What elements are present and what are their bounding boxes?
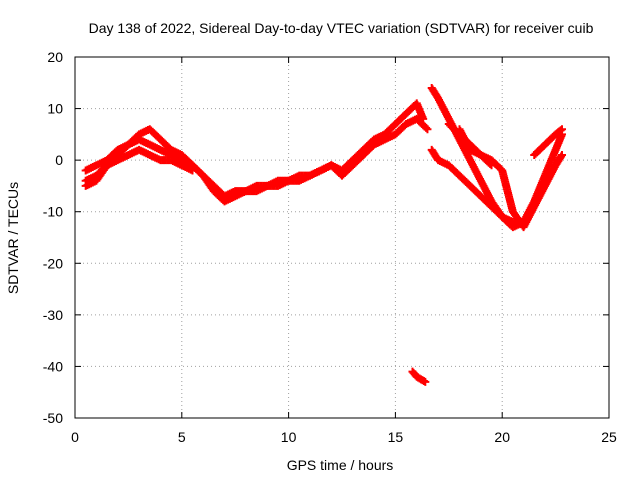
data-point xyxy=(188,166,197,175)
x-tick-label: 10 xyxy=(281,429,297,445)
series-trace-b xyxy=(81,114,432,206)
y-tick-label: -50 xyxy=(43,410,63,426)
data-point xyxy=(421,377,430,386)
x-tick-label: 0 xyxy=(71,429,79,445)
data-point xyxy=(558,125,567,134)
grid-lines xyxy=(75,57,609,418)
series-trace-g xyxy=(455,125,567,232)
y-tick-label: 20 xyxy=(47,49,63,65)
series-trace-c xyxy=(81,145,197,190)
y-tick-label: -30 xyxy=(43,307,63,323)
x-tick-label: 15 xyxy=(388,429,404,445)
series-trace-h xyxy=(530,125,567,159)
y-tick-label: -10 xyxy=(43,204,63,220)
data-point xyxy=(558,150,567,159)
y-tick-label: 0 xyxy=(55,152,63,168)
data-point xyxy=(556,126,565,135)
data-point xyxy=(422,123,431,132)
x-tick-label: 20 xyxy=(494,429,510,445)
y-axis-label: SDTVAR / TECUs xyxy=(5,182,21,294)
x-tick-label: 5 xyxy=(178,429,186,445)
y-tick-label: -40 xyxy=(43,358,63,374)
series-outlier xyxy=(408,367,430,386)
x-axis-label: GPS time / hours xyxy=(287,457,394,473)
plot-frame xyxy=(74,56,610,419)
chart-title: Day 138 of 2022, Sidereal Day-to-day VTE… xyxy=(89,20,594,36)
y-tick-label: -20 xyxy=(43,255,63,271)
y-axis: 20 10 0 -10 -20 -30 -40 -50 xyxy=(43,49,609,426)
data-point xyxy=(423,125,432,134)
y-tick-label: 10 xyxy=(47,101,63,117)
data-points xyxy=(81,83,567,386)
x-tick-label: 25 xyxy=(601,429,617,445)
x-axis: 0 5 10 15 20 25 xyxy=(71,57,617,445)
